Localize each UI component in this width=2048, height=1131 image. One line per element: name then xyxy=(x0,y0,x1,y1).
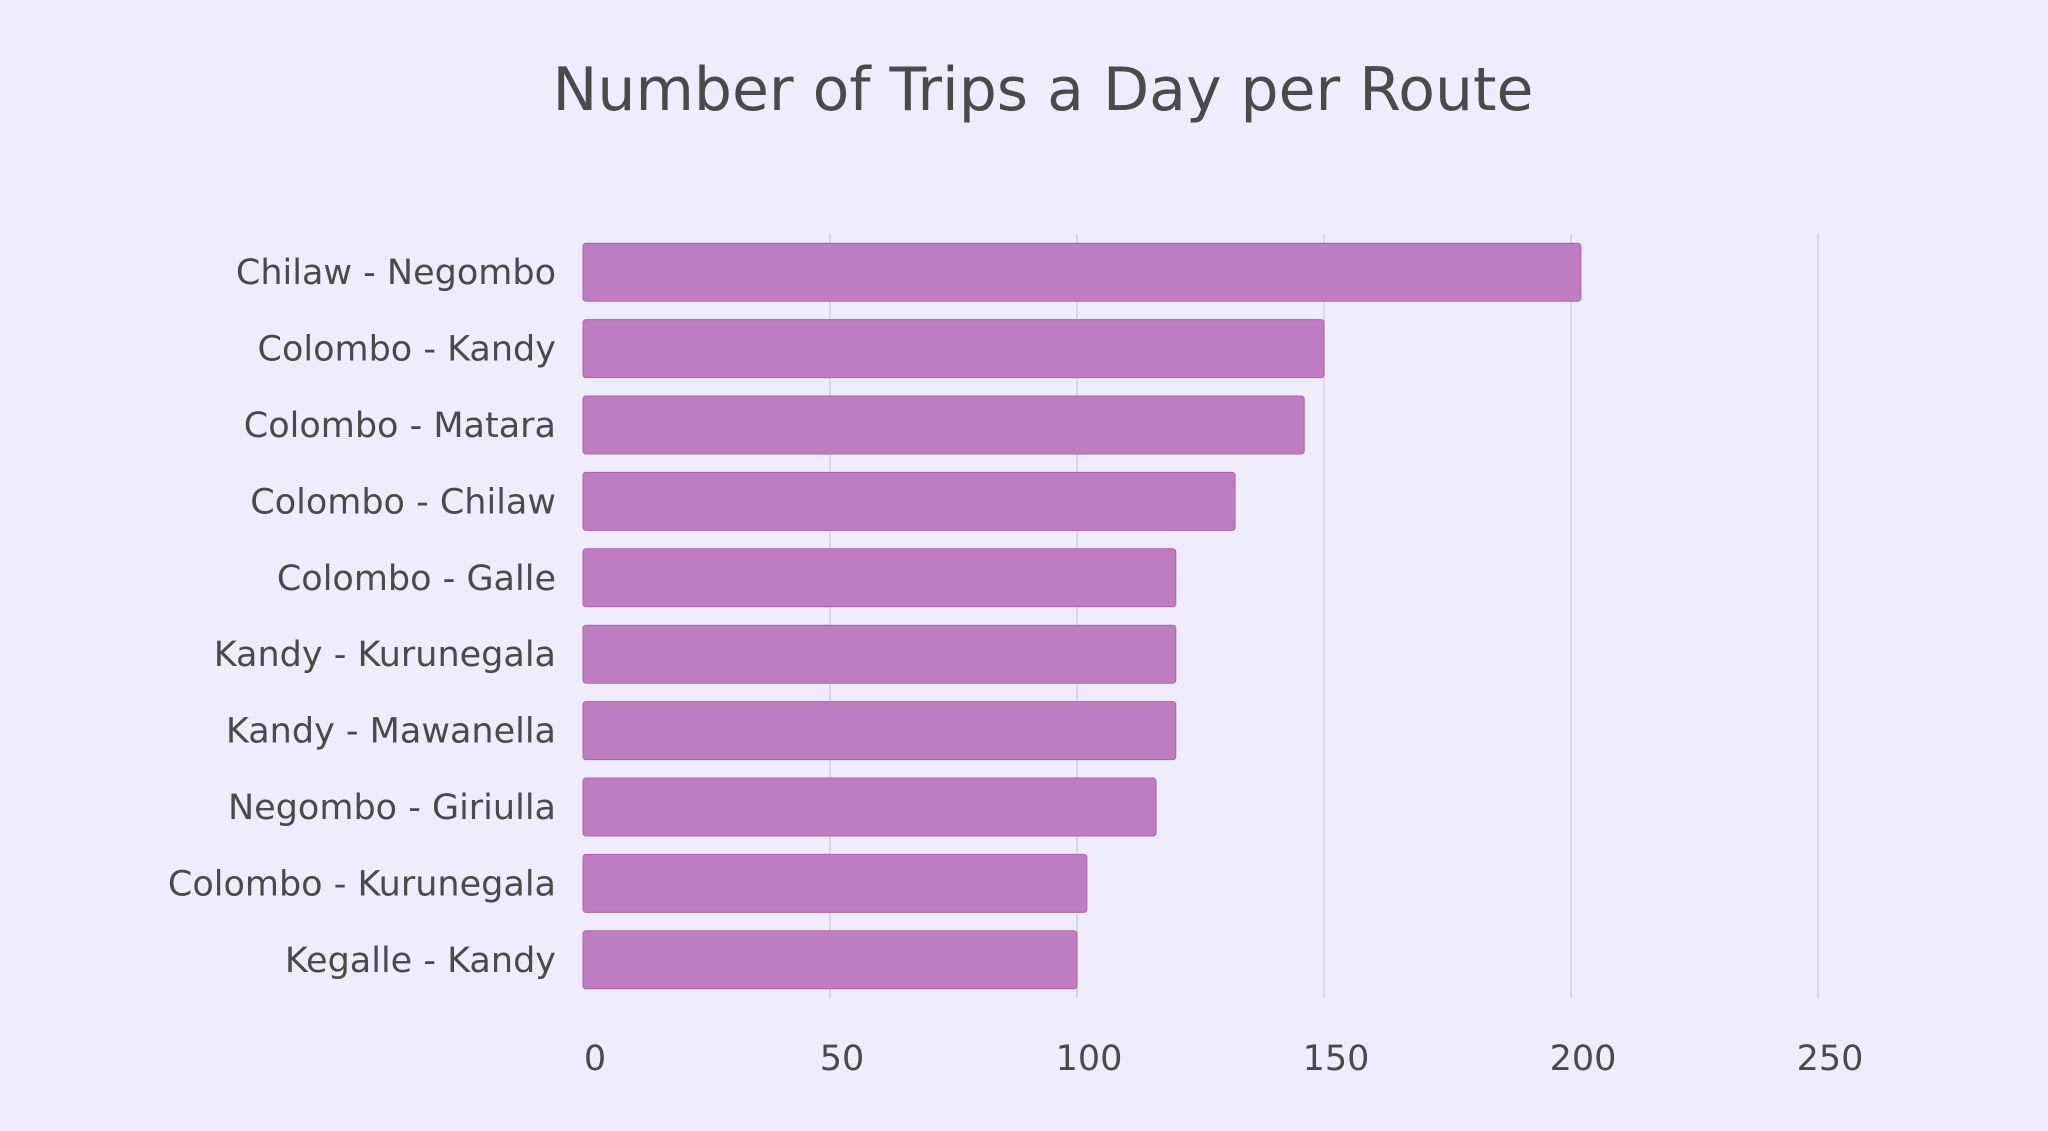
bar xyxy=(582,701,1177,761)
bar xyxy=(582,777,1157,837)
category-label: Negombo - Giriulla xyxy=(228,788,556,828)
category-label: Colombo - Kurunegala xyxy=(168,864,556,904)
x-tick-label: 150 xyxy=(1303,1039,1370,1079)
bar xyxy=(582,242,1582,302)
bar xyxy=(582,319,1325,379)
bar xyxy=(582,395,1305,455)
category-label: Colombo - Kandy xyxy=(258,330,557,370)
category-label: Kegalle - Kandy xyxy=(285,941,556,981)
bar xyxy=(582,548,1177,608)
x-tick-label: 250 xyxy=(1797,1039,1864,1079)
category-label: Chilaw - Negombo xyxy=(236,253,556,293)
bar xyxy=(582,853,1088,913)
bar xyxy=(582,930,1078,990)
category-label: Colombo - Matara xyxy=(244,406,556,446)
bars xyxy=(582,242,1582,990)
x-axis-tick-labels: 0 50 100 150 200 250 xyxy=(584,1039,1864,1079)
x-tick-label: 0 xyxy=(584,1039,606,1079)
category-label: Kandy - Kurunegala xyxy=(214,635,556,675)
chart-title: Number of Trips a Day per Route xyxy=(553,55,1534,125)
category-label: Colombo - Galle xyxy=(277,559,556,599)
category-labels: Chilaw - Negombo Colombo - Kandy Colombo -… xyxy=(168,253,556,981)
bar xyxy=(582,624,1177,684)
bar xyxy=(582,471,1236,531)
x-tick-label: 50 xyxy=(820,1039,865,1079)
x-tick-label: 200 xyxy=(1550,1039,1617,1079)
x-tick-label: 100 xyxy=(1056,1039,1123,1079)
category-label: Colombo - Chilaw xyxy=(250,482,556,522)
category-label: Kandy - Mawanella xyxy=(226,712,556,752)
